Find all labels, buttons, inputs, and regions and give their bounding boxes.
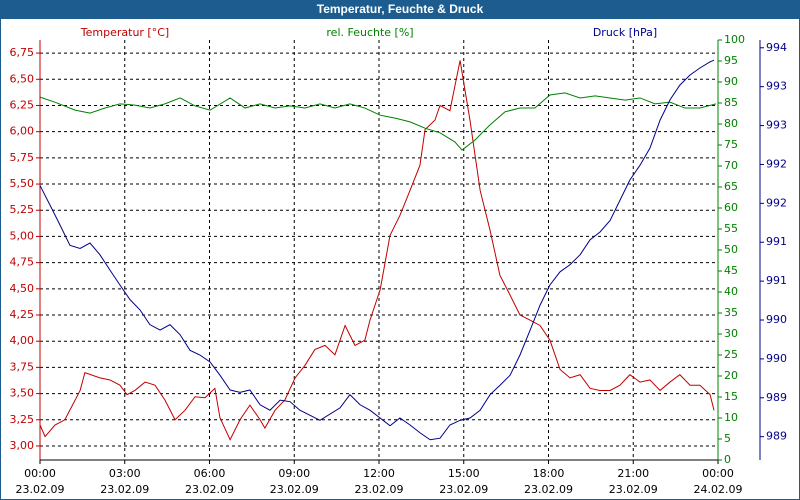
y2-tick-label: 75 (724, 138, 738, 151)
x-tick-label: 15:00 (448, 467, 480, 480)
y2-tick-label: 5 (724, 432, 731, 445)
axis-title: Temperatur [°C] (80, 26, 169, 39)
x-tick-date: 23.02.09 (185, 483, 234, 496)
y-tick-label: 6,25 (10, 98, 35, 111)
y-tick-label: 3,50 (10, 387, 35, 400)
x-tick-label: 00:00 (24, 467, 56, 480)
y2-tick-label: 40 (724, 285, 738, 298)
x-tick-label: 06:00 (194, 467, 226, 480)
y2-tick-label: 65 (724, 180, 738, 193)
title-bar (0, 0, 800, 19)
y2-tick-label: 45 (724, 264, 738, 277)
y-tick-label: 5,50 (10, 177, 35, 190)
y-tick-label: 6,50 (10, 72, 35, 85)
x-tick-date: 23.02.09 (355, 483, 404, 496)
y2-tick-label: 15 (724, 390, 738, 403)
x-tick-date: 23.02.09 (100, 483, 149, 496)
y2-tick-label: 20 (724, 369, 738, 382)
x-tick-label: 00:00 (702, 467, 734, 480)
data-line (39, 92, 717, 151)
y2-tick-label: 60 (724, 201, 738, 214)
y-tick-label: 6,75 (10, 46, 35, 59)
y3-tick-label: 994 (766, 41, 787, 54)
y3-tick-label: 992 (766, 157, 787, 170)
y-tick-label: 5,00 (10, 229, 35, 242)
y2-tick-label: 55 (724, 222, 738, 235)
data-line (39, 59, 715, 441)
y-tick-label: 4,50 (10, 282, 35, 295)
y2-tick-label: 100 (724, 33, 745, 46)
y3-tick-label: 990 (766, 313, 787, 326)
y2-tick-label: 30 (724, 327, 738, 340)
y3-tick-label: 990 (766, 352, 787, 365)
data-line (39, 60, 715, 441)
y3-tick-label: 991 (766, 274, 787, 287)
x-tick-label: 03:00 (109, 467, 141, 480)
y-tick-label: 3,00 (10, 439, 35, 452)
y3-tick-label: 992 (766, 196, 787, 209)
x-tick-date: 23.02.09 (609, 483, 658, 496)
x-tick-date: 23.02.09 (439, 483, 488, 496)
y2-tick-label: 80 (724, 117, 738, 130)
x-tick-label: 18:00 (533, 467, 565, 480)
x-tick-label: 21:00 (617, 467, 649, 480)
y3-tick-label: 989 (766, 391, 787, 404)
y2-tick-label: 25 (724, 348, 738, 361)
y-tick-label: 5,75 (10, 151, 35, 164)
y-tick-label: 5,25 (10, 203, 35, 216)
y-tick-label: 3,75 (10, 360, 35, 373)
x-tick-label: 09:00 (278, 467, 310, 480)
y2-tick-label: 70 (724, 159, 738, 172)
x-tick-date: 23.02.09 (524, 483, 573, 496)
y-tick-label: 4,25 (10, 308, 35, 321)
y2-tick-label: 85 (724, 96, 738, 109)
y2-tick-label: 95 (724, 54, 738, 67)
x-tick-date: 23.02.09 (16, 483, 65, 496)
y2-tick-label: 90 (724, 75, 738, 88)
y3-tick-label: 989 (766, 430, 787, 443)
y2-tick-label: 35 (724, 306, 738, 319)
y-tick-label: 6,00 (10, 125, 35, 138)
y-tick-label: 4,75 (10, 256, 35, 269)
y3-tick-label: 993 (766, 119, 787, 132)
y2-tick-label: 10 (724, 411, 738, 424)
y3-tick-label: 993 (766, 80, 787, 93)
y-tick-label: 3,25 (10, 413, 35, 426)
y-tick-label: 4,00 (10, 334, 35, 347)
y3-tick-label: 991 (766, 235, 787, 248)
x-tick-date: 23.02.09 (270, 483, 319, 496)
x-tick-date: 24.02.09 (694, 483, 743, 496)
x-tick-label: 12:00 (363, 467, 395, 480)
axis-title: rel. Feuchte [%] (326, 26, 413, 39)
chart-title: Temperatur, Feuchte & Druck (317, 2, 484, 16)
y2-tick-label: 50 (724, 243, 738, 256)
axis-title: Druck [hPa] (593, 26, 657, 39)
y2-tick-label: 0 (724, 453, 731, 466)
